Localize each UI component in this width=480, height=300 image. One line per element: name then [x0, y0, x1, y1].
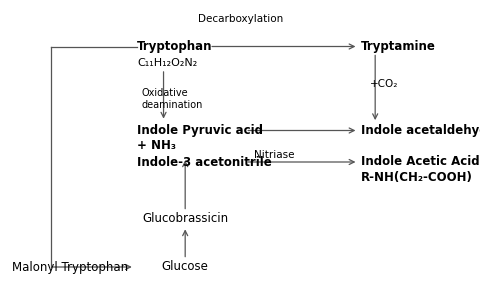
Text: Indole acetaldehyde: Indole acetaldehyde [360, 124, 480, 137]
Text: +CO₂: +CO₂ [370, 79, 398, 89]
Text: C₁₁H₁₂O₂N₂: C₁₁H₁₂O₂N₂ [137, 58, 197, 68]
Text: R-NH(CH₂-COOH): R-NH(CH₂-COOH) [360, 170, 472, 184]
Text: + NH₃: + NH₃ [137, 139, 176, 152]
Text: Oxidative
deamination: Oxidative deamination [142, 88, 203, 110]
Text: Decarboxylation: Decarboxylation [197, 14, 283, 25]
Text: Malonyl Tryptophan: Malonyl Tryptophan [12, 260, 128, 274]
Text: Indole Pyruvic acid: Indole Pyruvic acid [137, 124, 263, 137]
Text: Nitriase: Nitriase [253, 150, 294, 161]
Text: Indole-3 acetonitrile: Indole-3 acetonitrile [137, 155, 271, 169]
Text: Tryptophan: Tryptophan [137, 40, 212, 53]
Text: Glucose: Glucose [161, 260, 208, 274]
Text: Glucobrassicin: Glucobrassicin [142, 212, 228, 226]
Text: Tryptamine: Tryptamine [360, 40, 435, 53]
Text: Indole Acetic Acid(IAA): Indole Acetic Acid(IAA) [360, 155, 480, 168]
